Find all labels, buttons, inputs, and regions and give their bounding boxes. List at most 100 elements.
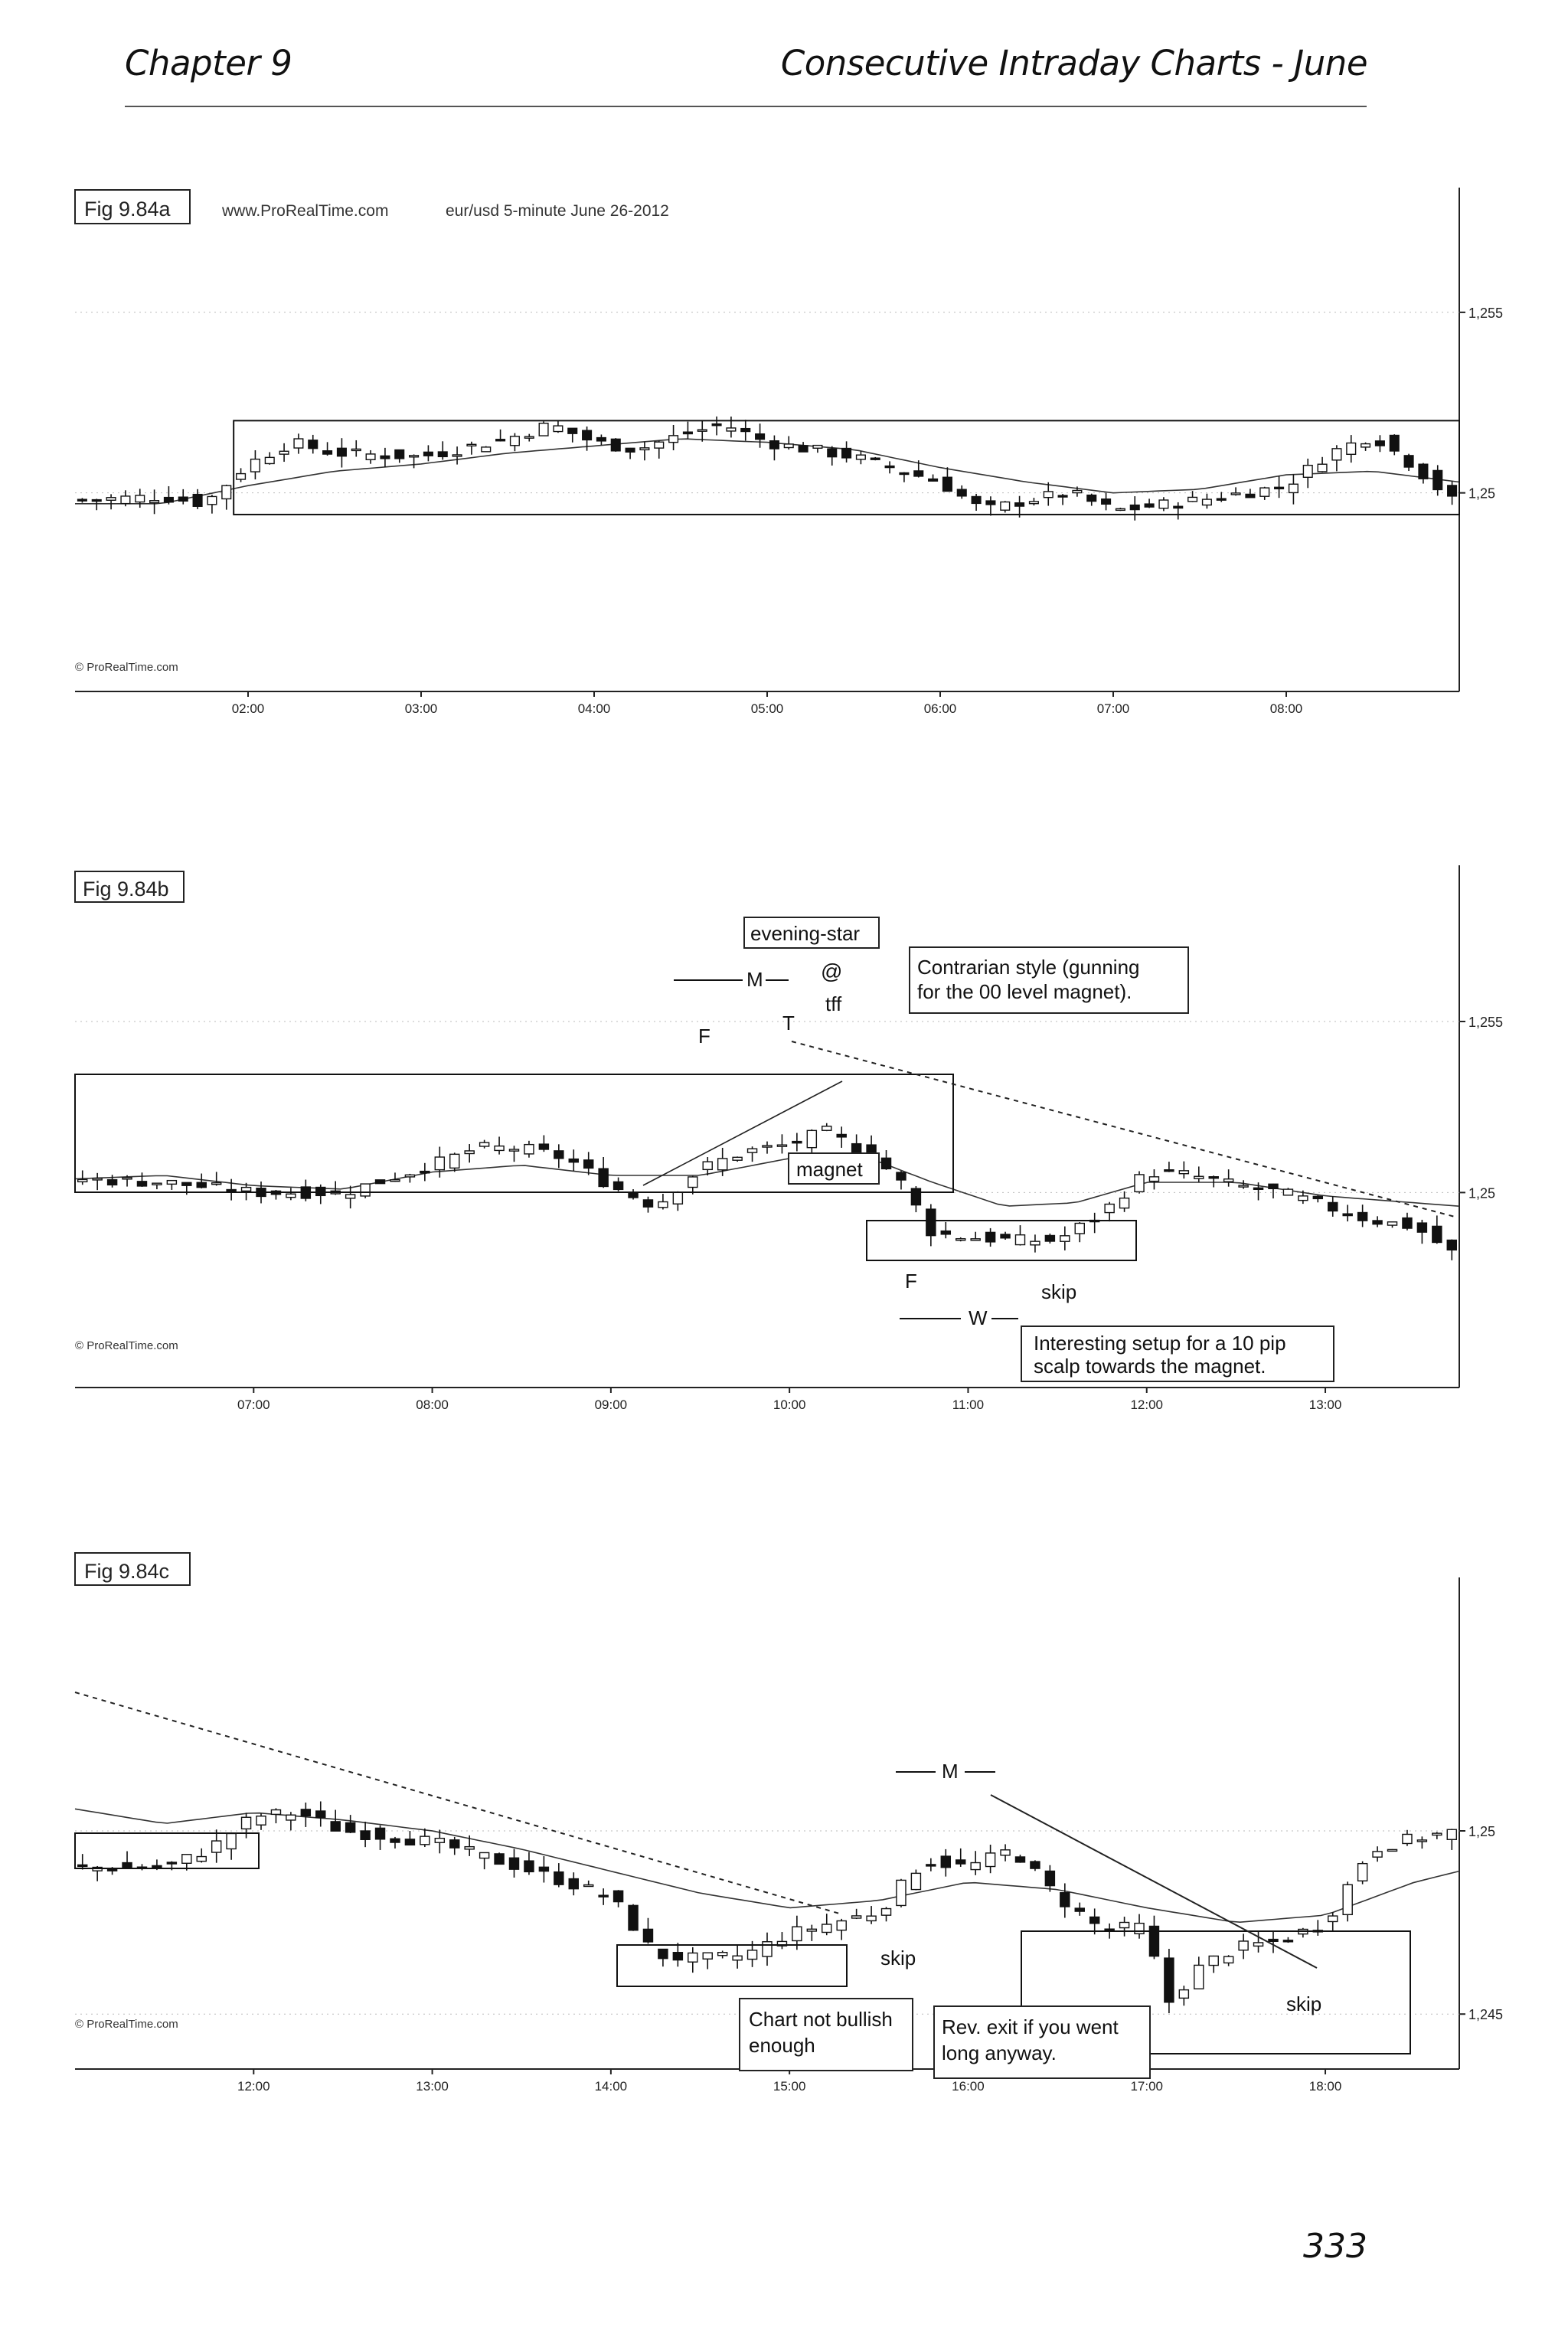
chart-c-x-tick-label: 12:00 [237,2079,270,2094]
chart-c-candle [746,1950,758,1960]
chart-a-candle [1028,501,1039,505]
chart-c-candle [1208,1955,1219,1966]
chart-b-candle [1194,1175,1204,1179]
chart-c-candle [166,1862,178,1865]
chart-a-candle [697,429,707,432]
at-label: @ [821,959,842,983]
chart-c-candle [792,1926,802,1942]
page-number: 333 [1303,2227,1367,2266]
chart-c-y-tick-label: 1,25 [1468,1824,1495,1839]
chart-a-candle [899,472,910,476]
fig-label-a: Fig 9.84a [84,198,172,221]
chart-b-candle [240,1186,252,1192]
chart-b-candle [1238,1185,1249,1188]
chart-b-candle [1312,1195,1324,1200]
chart-a-candle [711,423,722,427]
chart-c-candle [612,1890,624,1903]
chart-b-candle [508,1149,520,1152]
chart-c-candle [211,1840,222,1853]
chart-fig-9-84a: Fig 9.84a www.ProRealTime.com eur/usd 5-… [0,176,1568,716]
chart-b-candle [612,1181,624,1191]
header-rule [125,106,1367,107]
chart-c-candle [1119,1921,1130,1929]
chart-a-x-tick-label: 02:00 [232,701,265,716]
w-label: W [969,1306,988,1329]
chart-c-candle [390,1838,400,1843]
chart-c-candle [985,1852,996,1868]
chart-b-x-tick-label: 13:00 [1309,1397,1342,1412]
chart-a-candle [437,451,448,458]
skip-label-c1: skip [880,1947,916,1969]
chart-b-candle [1030,1241,1040,1246]
chart-a-candle [495,439,506,442]
chart-b-x-tick-label: 07:00 [237,1397,270,1412]
chart-b-candle [211,1182,222,1185]
chart-c-candle [1387,1849,1398,1852]
chart-b-candle [1372,1220,1383,1225]
chart-a-candle [380,455,390,459]
chart-c-candle [642,1928,654,1943]
chart-b-x-tick-label: 11:00 [952,1397,984,1412]
chart-b-moving-average [74,1154,1460,1207]
chart-a-candle [1317,463,1328,472]
chart-b-candle [1000,1234,1011,1239]
chart-b-candle [524,1143,534,1155]
chart-b-up-trendline [642,1080,843,1186]
chart-a-y-tick-label: 1,255 [1468,306,1503,321]
chart-c-candle [598,1894,609,1898]
chart-a-watermark: © ProRealTime.com [75,661,178,674]
chart-a-candle [1129,504,1140,511]
chart-a-canvas: Fig 9.84a www.ProRealTime.com eur/usd 5-… [74,188,1503,716]
chart-b-candle [1208,1176,1219,1179]
chart-c-candle [851,1915,862,1919]
chart-c-candle [122,1862,132,1868]
chart-c-candle [464,1845,475,1850]
magnet-label: magnet [796,1158,863,1181]
chart-b-candle [822,1126,832,1131]
fig-label-c: Fig 9.84c [84,1560,169,1583]
chart-fig-9-84c: Fig 9.84c © ProRealTime.com 1,25 1,245 12:… [0,1539,1568,2094]
chart-b-candle [136,1181,148,1187]
chart-a-candle [120,495,131,505]
chart-a-candle [1403,455,1414,468]
chart-a-candle [1432,469,1443,491]
chart-b-candle [166,1179,178,1185]
chart-b-candle [196,1182,207,1188]
skip-label: skip [1041,1280,1076,1303]
chart-a-candle [971,495,982,505]
chart-c-candle [1372,1851,1383,1858]
chart-b-candle [1104,1203,1115,1214]
chart-a-candle [1173,505,1184,509]
chart-c-candle [1014,1856,1026,1863]
chart-a-candle [1230,492,1241,495]
chart-a-candle [1072,489,1083,494]
chart-c-candle [374,1827,386,1840]
chart-b-candle [970,1238,981,1241]
evening-star-label: evening-star [750,922,860,945]
chart-a-candle [1201,498,1212,506]
chart-c-candle [226,1832,237,1850]
chart-c-candle [1089,1916,1100,1924]
chart-b-y-tick-label: 1,25 [1468,1185,1495,1201]
evening-star-box [743,917,880,949]
chart-c-candle [300,1809,312,1817]
chart-a-candle [942,476,952,492]
chart-c-low-box [616,1944,848,1987]
chart-c-candle [926,1864,936,1867]
chart-b-candle [554,1150,564,1159]
chart-c-candle [494,1853,505,1865]
chart-b-candle [1282,1188,1294,1196]
chart-a-candle [610,438,621,452]
chart-b-candle [851,1142,862,1155]
chart-c-candle [181,1854,192,1864]
chart-c-candle [1328,1915,1338,1923]
chart-c-candle [404,1839,416,1846]
chart-a-candle [394,449,405,459]
chart-a-x-tick-label: 08:00 [1270,701,1303,716]
chart-b-candle [152,1182,162,1185]
chart-a-candle [481,446,492,453]
chart-a-candle [1302,464,1313,479]
chart-a-source: www.ProRealTime.com [221,202,388,220]
chart-c-candle [806,1928,818,1932]
chart-c-watermark: © ProRealTime.com [75,2018,178,2031]
